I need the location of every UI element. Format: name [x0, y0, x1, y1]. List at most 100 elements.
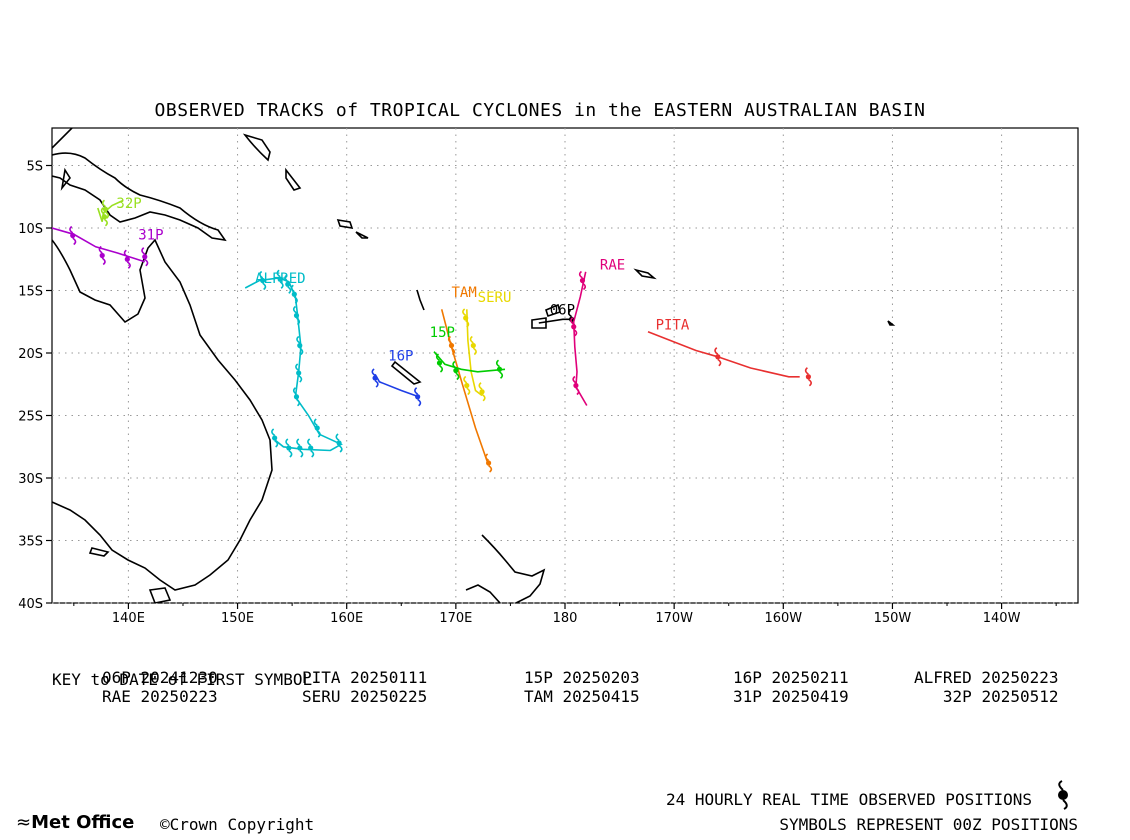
coast-samoa	[633, 268, 657, 280]
y-tick-label: 40S	[18, 597, 43, 612]
key-entry: 16P 20250211	[733, 668, 849, 687]
brand-name: Met Office	[31, 812, 135, 833]
key-column-5: ALFRED 20250223 32P 20250512	[914, 630, 1059, 725]
cyclone-symbol	[447, 335, 456, 356]
y-tick-label: 10S	[18, 222, 43, 237]
x-tick-label: 150W	[874, 611, 912, 626]
key-column-1: 06P 20241230 RAE 20250223	[102, 630, 218, 725]
coast-new-britain	[242, 133, 271, 162]
cyclone-symbol	[276, 269, 284, 289]
cyclone-symbol	[804, 367, 812, 387]
track-line-seru	[466, 309, 483, 397]
cyclone-symbol	[292, 305, 301, 326]
cyclone-symbol	[295, 363, 303, 383]
track-line-tam	[440, 309, 490, 466]
x-tick-label: 140W	[983, 611, 1021, 626]
track-line-16p	[374, 373, 419, 398]
key-entry: SERU 20250225	[302, 687, 428, 706]
coast-solomon-2	[355, 231, 369, 239]
hurricane-symbol-icon	[1058, 780, 1068, 810]
footer-symbols-note: SYMBOLS REPRESENT 00Z POSITIONS	[779, 815, 1078, 834]
cyclone-symbol	[478, 382, 486, 402]
key-column-4: 16P 20250211 31P 20250419	[733, 630, 849, 725]
track-line-pita	[647, 331, 800, 378]
cyclone-symbol	[271, 428, 279, 448]
coast-timor	[60, 167, 71, 191]
axis-ticks: 140E 150E 160E 170E 180 170W 160W 150W 140W 5S 10S…	[18, 160, 1057, 626]
cyclone-symbol	[123, 249, 131, 269]
key-entry: TAM 20250415	[524, 687, 640, 706]
x-tick-label: 170W	[655, 611, 693, 626]
cyclone-symbol	[462, 308, 470, 328]
track-line-alfred	[244, 277, 343, 452]
track-line-31p	[52, 227, 146, 263]
key-entry: 32P 20250512	[942, 687, 1059, 706]
cyclone-symbol	[98, 245, 106, 266]
cyclone-symbol	[371, 368, 379, 388]
cyclone-symbol	[435, 353, 444, 373]
track-label-31p: 31P	[138, 227, 163, 243]
track-label-16p: 16P	[388, 349, 413, 365]
coast-new-caledonia	[390, 360, 422, 385]
coast-solomon-1	[336, 218, 354, 230]
cyclone-symbol	[141, 247, 149, 267]
key-column-3: 15P 20250203 TAM 20250415	[524, 630, 640, 725]
waves-icon: ≈	[16, 812, 32, 833]
y-tick-label: 5S	[26, 160, 43, 175]
coast-kangaroo	[88, 547, 110, 557]
coast-bougainville	[285, 167, 302, 191]
track-line-15p	[433, 351, 506, 373]
key-column-2: PITA 20250111 SERU 20250225	[302, 630, 427, 725]
x-tick-label: 160W	[764, 611, 802, 626]
coast-new-zealand-north	[465, 534, 546, 603]
cyclone-symbol	[285, 438, 293, 458]
key-entry: PITA 20250111	[302, 668, 428, 687]
cyclone-symbol	[463, 375, 471, 396]
x-tick-label: 160E	[330, 611, 363, 626]
cyclone-symbol	[290, 284, 298, 304]
cyclone-symbol	[69, 225, 77, 246]
y-tick-label: 30S	[18, 472, 43, 487]
key-entry: ALFRED 20250223	[914, 668, 1059, 687]
x-tick-label: 170E	[439, 611, 472, 626]
track-label-32p: 32P	[116, 196, 141, 212]
cyclone-symbol	[469, 335, 477, 356]
track-label-15p: 15P	[430, 325, 455, 341]
map-title: OBSERVED TRACKS of TROPICAL CYCLONES in …	[154, 100, 926, 121]
track-label-tam: TAM	[451, 285, 476, 301]
track-line-06p	[538, 318, 574, 324]
coast-australia	[52, 238, 273, 591]
met-office-logo: ≈Met Office	[16, 812, 134, 833]
key-note: KEY to DATE of FIRST SYMBOL	[52, 670, 313, 689]
cyclone-track-map: 06P RAE PITA TAM SERU 15P 16P ALFRED 31P 32P 140E…	[18, 127, 1079, 626]
track-label-rae: RAE	[600, 257, 625, 273]
cyclone-symbol	[414, 387, 422, 407]
key-entry: 31P 20250419	[733, 687, 849, 706]
cyclone-symbol	[452, 360, 460, 381]
cyclone-symbol	[296, 335, 304, 356]
y-tick-label: 35S	[18, 535, 43, 550]
y-tick-label: 25S	[18, 410, 43, 425]
cyclone-symbol	[578, 270, 587, 291]
cyclone-symbol	[485, 453, 493, 473]
coast-tahiti	[887, 320, 896, 326]
copyright-notice: ©Crown Copyright	[160, 815, 315, 834]
cyclone-symbol	[284, 274, 292, 294]
cyclone-symbol	[101, 199, 110, 219]
footer-positions-note: 24 HOURLY REAL TIME OBSERVED POSITIONS	[665, 790, 1032, 809]
x-tick-label: 150E	[221, 611, 254, 626]
cyclone-symbol	[572, 375, 580, 396]
cyclone-symbol	[335, 433, 343, 453]
coast-fiji-1	[531, 317, 547, 329]
cyclone-symbol	[570, 317, 578, 337]
track-labels: 06P RAE PITA TAM SERU 15P 16P ALFRED 31P 32P	[116, 196, 689, 365]
track-label-alfred: ALFRED	[255, 271, 306, 287]
y-tick-label: 15S	[18, 285, 43, 300]
coast-new-guinea	[52, 128, 227, 242]
cyclone-symbol	[495, 359, 504, 379]
cyclone-symbol	[307, 438, 315, 458]
track-label-06p: 06P	[550, 302, 575, 318]
cyclone-tracks	[52, 199, 812, 473]
cyclone-symbol	[313, 418, 321, 438]
cyclone-symbol	[292, 387, 301, 407]
